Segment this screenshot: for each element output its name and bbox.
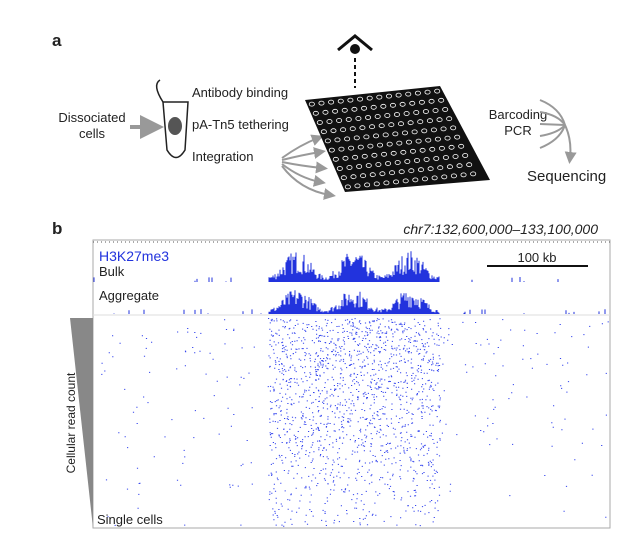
panel-label: b — [52, 219, 62, 238]
panel-label: a — [52, 31, 62, 50]
step-label: pA-Tn5 tethering — [192, 117, 289, 132]
eye — [337, 34, 373, 88]
track-label: Bulk — [99, 264, 125, 279]
input-label: Dissociated — [58, 110, 125, 125]
tube — [155, 79, 189, 159]
gradient-triangle — [70, 318, 93, 528]
aggregate-signal — [113, 290, 606, 314]
bulk-signal — [93, 251, 559, 282]
axis-label: Cellular read count — [64, 372, 78, 473]
tracks — [93, 251, 609, 527]
track-label: Single cells — [97, 512, 163, 527]
output-label: Sequencing — [527, 168, 606, 185]
scale-label: 100 kb — [517, 250, 556, 265]
track-label: Aggregate — [99, 288, 159, 303]
step-label: Antibody binding — [192, 85, 288, 100]
locus: chr7:132,600,000–133,100,000 — [403, 221, 598, 237]
single-cell-reads — [101, 318, 609, 527]
browser-frame — [92, 239, 611, 529]
barcoding-label: PCR — [504, 123, 531, 138]
step-label: Integration — [192, 149, 253, 164]
mark-label: H3K27me3 — [99, 248, 169, 264]
merge-arrows — [539, 99, 577, 164]
wells — [308, 88, 477, 190]
plate — [305, 86, 490, 192]
input-label: cells — [79, 126, 106, 141]
fan-arrows — [281, 134, 336, 200]
barcoding-label: Barcoding — [489, 107, 548, 122]
